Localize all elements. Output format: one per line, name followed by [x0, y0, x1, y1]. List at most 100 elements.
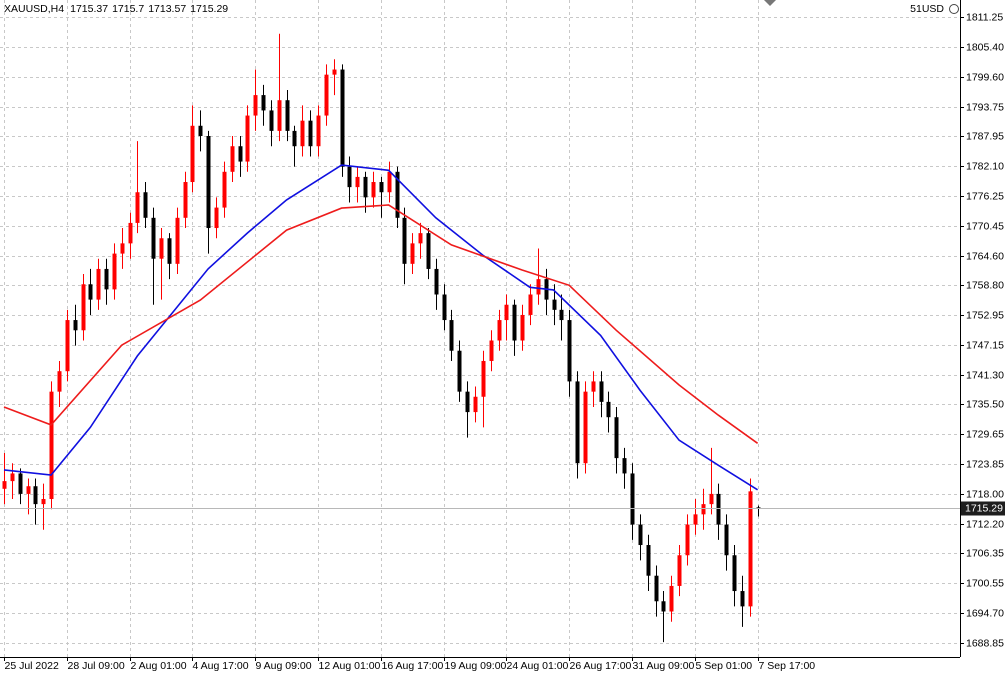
- candle-body: [701, 504, 706, 515]
- y-tick-label: 1718.00: [966, 488, 1004, 500]
- candle-body: [457, 350, 462, 392]
- candle-body: [677, 555, 682, 586]
- candle-body: [120, 243, 125, 254]
- current-price-box: [961, 501, 1005, 516]
- y-tick-label: 1793.75: [966, 101, 1004, 113]
- candle-body: [292, 130, 297, 147]
- candle-body: [426, 233, 431, 269]
- scroll-marker[interactable]: [764, 0, 776, 6]
- candle-body: [559, 309, 564, 321]
- candle-body: [669, 585, 674, 612]
- candle-body: [473, 396, 478, 413]
- candle-body: [442, 294, 447, 321]
- candle-body: [732, 555, 737, 592]
- candle-body: [96, 268, 101, 300]
- candle-body: [371, 182, 376, 198]
- candle-body: [41, 499, 46, 505]
- candle-body: [26, 486, 31, 494]
- y-tick-label: 1799.60: [966, 71, 1004, 83]
- y-tick-label: 1729.65: [966, 428, 1004, 440]
- y-tick-label: 1805.40: [966, 41, 1004, 53]
- currency-label: 51USD: [910, 3, 944, 15]
- low-value: 1713.57: [148, 3, 186, 15]
- candle-body: [253, 95, 258, 116]
- x-tick-label: 5 Sep 01:00: [696, 660, 753, 672]
- y-tick-label: 1723.85: [966, 458, 1004, 470]
- candle-body: [355, 176, 360, 188]
- candle-body: [756, 507, 761, 509]
- settings-icon[interactable]: [949, 4, 959, 14]
- candle-body: [245, 115, 250, 162]
- candle-body: [261, 95, 266, 111]
- header: XAUUSD,H4 1715.37 1715.7 1713.57 1715.29: [4, 3, 228, 15]
- candle-body: [347, 166, 352, 188]
- candle-body: [332, 69, 337, 75]
- candle-body: [716, 493, 721, 525]
- candle-body: [285, 100, 290, 131]
- candle-body: [230, 146, 235, 172]
- candle-body: [151, 217, 156, 259]
- candle-body: [638, 524, 643, 546]
- candle-body: [73, 320, 78, 331]
- axes: 1811.25 1805.40 1799.60 1793.75 1787.95 1782.…: [4, 11, 1005, 672]
- y-tick-label: 1764.60: [966, 250, 1004, 262]
- symbol: XAUUSD,H4: [4, 3, 64, 15]
- x-tick-label: 28 Jul 09:00: [68, 660, 125, 672]
- candle-body: [340, 69, 345, 167]
- candle-body: [606, 401, 611, 418]
- x-tick-label: 12 Aug 01:00: [319, 660, 381, 672]
- candle-body: [379, 182, 384, 193]
- candle-body: [709, 493, 714, 505]
- candle-body: [661, 601, 666, 612]
- candle-body: [693, 514, 698, 525]
- candle-body: [214, 207, 219, 229]
- y-tick-label: 1782.10: [966, 160, 1004, 172]
- candle-body: [481, 360, 486, 397]
- x-tick-label: 24 Aug 01:00: [507, 660, 569, 672]
- y-tick-label: 1700.55: [966, 577, 1004, 589]
- high-value: 1715.7: [112, 3, 144, 15]
- candle-body: [57, 371, 62, 392]
- candle-body: [65, 320, 70, 372]
- candle-body: [324, 74, 329, 116]
- candle-body: [159, 238, 164, 259]
- x-tick-label: 4 Aug 17:00: [193, 660, 249, 672]
- candle-body: [363, 176, 368, 198]
- candle-body: [135, 192, 140, 223]
- candle-body: [504, 304, 509, 321]
- candle-body: [143, 192, 148, 218]
- candle-body: [724, 524, 729, 556]
- grid: [0, 0, 960, 657]
- y-tick-label: 1752.95: [966, 309, 1004, 321]
- x-tick-label: 9 Aug 09:00: [256, 660, 312, 672]
- candle-body: [175, 217, 180, 264]
- y-tick-label: 1776.25: [966, 190, 1004, 202]
- moving-average-line: [3, 164, 759, 491]
- candle-body: [81, 284, 86, 331]
- candle-body: [646, 545, 651, 576]
- candle-body: [198, 125, 203, 137]
- candle-body: [88, 284, 93, 300]
- candle-body: [575, 381, 580, 464]
- candle-body: [465, 391, 470, 413]
- candle-body: [434, 268, 439, 295]
- candle-body: [167, 238, 172, 264]
- y-tick-label: 1694.70: [966, 607, 1004, 619]
- candle-body: [49, 391, 54, 500]
- candle-body: [104, 268, 109, 290]
- candle-body: [33, 486, 38, 505]
- x-tick-label: 31 Aug 09:00: [633, 660, 695, 672]
- candle-body: [740, 591, 745, 607]
- plot-area: [0, 33, 960, 643]
- candle-body: [654, 575, 659, 602]
- candle-body: [190, 125, 195, 183]
- candle-body: [410, 243, 415, 264]
- candle-body: [599, 381, 604, 402]
- candle-body: [402, 217, 407, 264]
- x-tick-label: 19 Aug 09:00: [445, 660, 507, 672]
- candle-body: [316, 115, 321, 147]
- candle-body: [614, 417, 619, 459]
- y-tick-label: 1706.35: [966, 547, 1004, 559]
